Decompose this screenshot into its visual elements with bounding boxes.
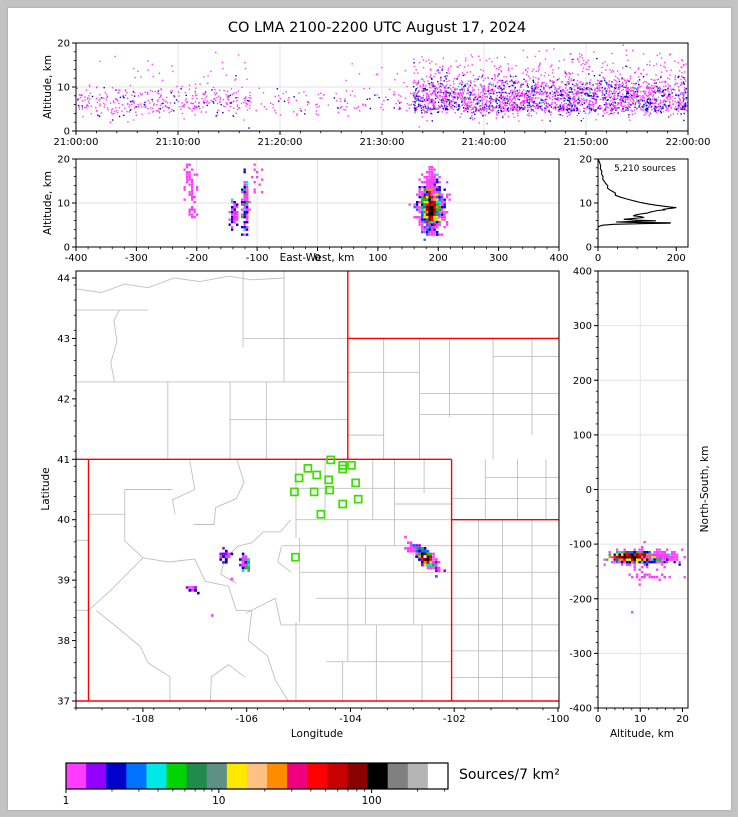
east-west-height-panel-points	[183, 163, 451, 241]
x-tick-label: -100	[547, 714, 570, 725]
station-square-icon	[351, 478, 360, 488]
x-tick-label: 100	[368, 253, 387, 264]
ns-panel-ylabel: North-South, km	[699, 445, 711, 533]
y-tick-label: 300	[573, 321, 592, 332]
x-tick-label: 0	[595, 714, 601, 725]
y-tick-label: -100	[569, 540, 592, 551]
station-square-icon	[316, 509, 326, 519]
x-tick-label: 200	[429, 253, 448, 264]
time-panel-ylabel: Altitude, km	[42, 54, 54, 120]
station-square-icon	[347, 460, 356, 470]
station-square-icon	[338, 464, 348, 474]
x-tick-label: -300	[125, 253, 148, 264]
y-tick-label: 37	[57, 696, 70, 707]
y-tick-label: 0	[64, 243, 70, 254]
station-square-icon	[303, 464, 313, 473]
station-square-icon	[291, 552, 300, 562]
x-tick-label: 20	[676, 714, 689, 725]
station-square-icon	[353, 494, 363, 504]
colorbar-label: Sources/7 km²	[459, 767, 560, 783]
source-histogram-panel: 0 200 0 10 20	[579, 155, 689, 264]
figure-title: CO LMA 2100-2200 UTC August 17, 2024	[227, 20, 527, 36]
y-tick-label: 10	[57, 83, 70, 94]
x-tick-label: 21:20:00	[258, 137, 303, 148]
y-tick-label: 20	[579, 155, 592, 166]
station-square-icon	[312, 470, 322, 480]
station-square-icon	[326, 455, 336, 465]
x-tick-label: 22:00:00	[666, 137, 711, 148]
station-square-icon	[290, 487, 299, 497]
x-tick-label: 0	[595, 253, 601, 264]
x-tick-label: -400	[65, 253, 88, 264]
state-borders	[76, 271, 559, 702]
x-tick-label: -106	[235, 714, 258, 725]
x-tick-label: 21:40:00	[462, 137, 507, 148]
x-tick-label: 0	[314, 253, 320, 264]
x-tick-label: 10	[634, 714, 647, 725]
station-square-icon	[325, 485, 335, 495]
station-square-icon	[294, 473, 304, 483]
y-tick-label: 20	[57, 155, 70, 166]
county-lines	[76, 271, 559, 702]
y-tick-label: 10	[579, 199, 592, 210]
y-tick-label: 39	[57, 576, 70, 587]
source-count-annotation: 5,210 sources	[614, 164, 676, 174]
y-tick-label: 200	[573, 376, 592, 387]
x-tick-label: -200	[185, 253, 208, 264]
station-square-icon	[338, 499, 348, 509]
y-tick-label: 20	[57, 39, 70, 50]
y-tick-label: 41	[57, 455, 70, 466]
x-tick-label: 21:10:00	[156, 137, 201, 148]
x-tick-label: 300	[489, 253, 508, 264]
plan-map-panel: -108 -106 -104 -102 -100 37 38 39 40 41 42 43 44	[57, 270, 570, 725]
x-tick-label: 200	[667, 253, 686, 264]
plot-svg: 21:00:00 21:10:00 21:20:00 21:30:00 21:40:00…	[54, 39, 711, 808]
colorbar-tick-label: 10	[212, 795, 225, 807]
x-tick-label: 21:00:00	[54, 137, 99, 148]
time-height-panel-points	[76, 44, 688, 129]
x-tick-label: 21:50:00	[564, 137, 609, 148]
north-south-height-panel: 0 10 20 400 300 200 100 0 -100 -200 -300 -400	[569, 267, 689, 726]
plan-map-panel-points	[185, 535, 446, 617]
north-south-height-panel-points	[603, 541, 686, 614]
y-tick-label: 400	[573, 267, 592, 278]
y-tick-label: -200	[569, 594, 592, 605]
ew-panel-xlabel: East-West, km	[279, 252, 355, 264]
x-tick-label: -100	[246, 253, 269, 264]
ew-panel-ylabel: Altitude, km	[42, 170, 54, 236]
colorbar: 1 10 100	[63, 762, 449, 807]
ns-panel-xlabel: Altitude, km	[609, 728, 675, 740]
y-tick-label: 38	[57, 636, 70, 647]
y-tick-label: -300	[569, 649, 592, 660]
x-tick-label: 400	[549, 253, 568, 264]
colorbar-tick-label: 1	[63, 795, 70, 807]
time-height-panel: 21:00:00 21:10:00 21:20:00 21:30:00 21:40:00…	[54, 39, 711, 149]
map-xlabel: Longitude	[290, 728, 344, 740]
station-square-icon	[324, 475, 334, 485]
y-tick-label: 0	[586, 243, 592, 254]
y-tick-label: 42	[57, 394, 70, 405]
y-tick-label: 44	[57, 274, 70, 285]
y-tick-label: 0	[64, 127, 70, 138]
x-tick-label: 21:30:00	[360, 137, 405, 148]
lma-station-markers	[290, 455, 363, 562]
y-tick-label: 0	[586, 485, 592, 496]
y-tick-label: 100	[573, 430, 592, 441]
x-tick-label: -108	[132, 714, 155, 725]
altitude-histogram-line	[598, 159, 677, 247]
y-tick-label: 43	[57, 334, 70, 345]
x-tick-label: -102	[443, 714, 466, 725]
figure-canvas: 21:00:00 21:10:00 21:20:00 21:30:00 21:40:00…	[7, 7, 732, 811]
colorbar-tick-label: 100	[362, 795, 382, 807]
y-tick-label: 10	[57, 199, 70, 210]
y-tick-label: -400	[569, 704, 592, 715]
map-ylabel: Latitude	[40, 467, 52, 511]
x-tick-label: -104	[339, 714, 362, 725]
y-tick-label: 40	[57, 515, 70, 526]
east-west-height-panel: -400 -300 -200 -100 0 100 200 300 400 0 10 20	[57, 155, 568, 265]
station-square-icon	[309, 487, 319, 497]
